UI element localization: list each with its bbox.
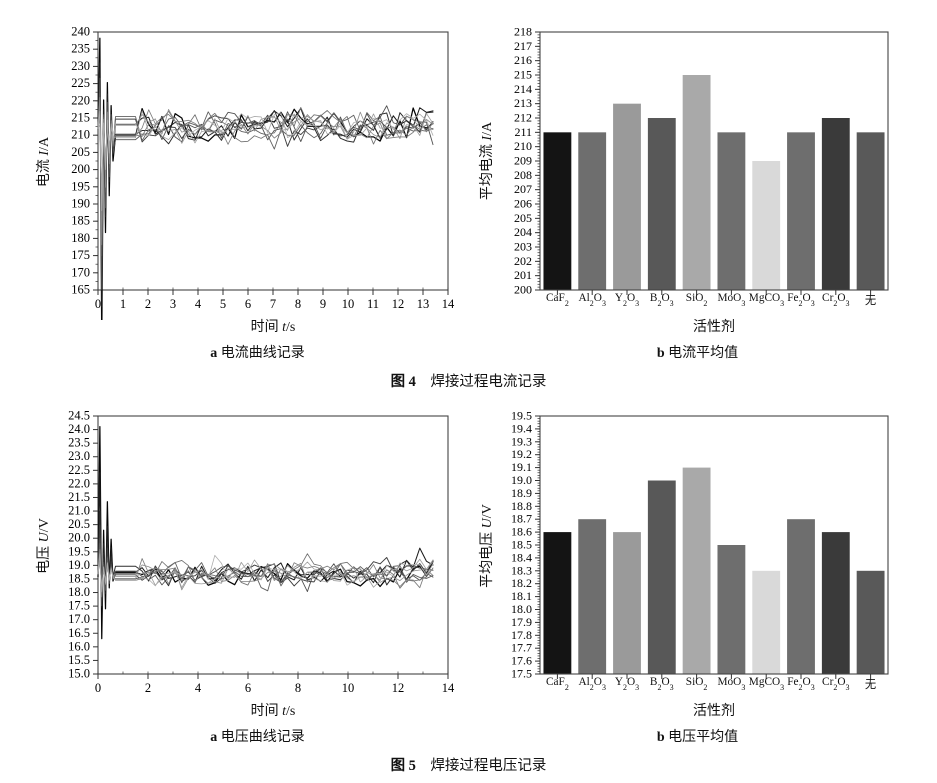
svg-text:205: 205	[514, 211, 532, 225]
svg-text:12: 12	[392, 297, 405, 311]
svg-text:7: 7	[270, 297, 276, 311]
svg-text:200: 200	[71, 162, 90, 176]
svg-text:206: 206	[514, 197, 532, 211]
svg-text:0: 0	[95, 297, 101, 311]
svg-text:19.5: 19.5	[511, 409, 532, 423]
svg-text:209: 209	[514, 154, 532, 168]
svg-text:10: 10	[342, 297, 355, 311]
svg-text:18.2: 18.2	[511, 576, 532, 590]
svg-text:205: 205	[71, 145, 90, 159]
svg-text:21.0: 21.0	[68, 504, 90, 518]
svg-text:8: 8	[295, 297, 301, 311]
svg-text:8: 8	[295, 681, 301, 695]
svg-text:17.7: 17.7	[511, 641, 532, 655]
svg-text:195: 195	[71, 179, 90, 193]
svg-text:19.1: 19.1	[511, 460, 532, 474]
svg-text:20.0: 20.0	[68, 531, 90, 545]
svg-text:24.5: 24.5	[68, 409, 90, 423]
svg-text:22.0: 22.0	[68, 476, 90, 490]
svg-text:21.5: 21.5	[68, 490, 90, 504]
svg-text:18.8: 18.8	[511, 499, 532, 513]
svg-text:200: 200	[514, 283, 532, 297]
svg-text:19.4: 19.4	[511, 421, 532, 435]
svg-text:9: 9	[320, 297, 326, 311]
svg-text:220: 220	[71, 93, 90, 107]
svg-text:6: 6	[245, 297, 251, 311]
svg-text:16.0: 16.0	[68, 639, 90, 653]
svg-text:4: 4	[195, 297, 202, 311]
svg-text:5: 5	[220, 297, 226, 311]
svg-text:1: 1	[120, 297, 126, 311]
svg-text:19.2: 19.2	[511, 447, 532, 461]
svg-text:2: 2	[145, 297, 151, 311]
svg-text:18.5: 18.5	[511, 538, 532, 552]
svg-text:6: 6	[245, 681, 251, 695]
svg-text:17.5: 17.5	[68, 599, 90, 613]
svg-text:18.5: 18.5	[68, 571, 90, 585]
svg-text:14: 14	[442, 297, 455, 311]
svg-text:216: 216	[514, 53, 532, 67]
svg-text:214: 214	[514, 82, 532, 96]
svg-text:17.0: 17.0	[68, 612, 90, 626]
svg-text:18.6: 18.6	[511, 525, 532, 539]
svg-text:12: 12	[392, 681, 405, 695]
svg-text:19.3: 19.3	[511, 434, 532, 448]
svg-text:20.5: 20.5	[68, 517, 90, 531]
svg-text:201: 201	[514, 268, 532, 282]
svg-text:16.5: 16.5	[68, 626, 90, 640]
svg-text:19.5: 19.5	[68, 544, 90, 558]
svg-text:10: 10	[342, 681, 355, 695]
svg-text:215: 215	[71, 111, 90, 125]
svg-text:4: 4	[195, 681, 202, 695]
svg-text:210: 210	[514, 139, 532, 153]
svg-text:17.6: 17.6	[511, 654, 532, 668]
svg-text:202: 202	[514, 254, 532, 268]
svg-text:23.5: 23.5	[68, 436, 90, 450]
svg-text:19.0: 19.0	[511, 473, 532, 487]
svg-text:212: 212	[514, 111, 532, 125]
svg-text:3: 3	[170, 297, 176, 311]
svg-text:208: 208	[514, 168, 532, 182]
svg-text:211: 211	[514, 125, 532, 139]
svg-text:18.0: 18.0	[511, 602, 532, 616]
svg-text:18.7: 18.7	[511, 512, 532, 526]
svg-text:175: 175	[71, 248, 90, 262]
svg-text:17.5: 17.5	[511, 667, 532, 681]
svg-text:18.9: 18.9	[511, 486, 532, 500]
svg-text:230: 230	[71, 59, 90, 73]
svg-text:17.8: 17.8	[511, 628, 532, 642]
svg-text:22.5: 22.5	[68, 463, 90, 477]
svg-text:18.0: 18.0	[68, 585, 90, 599]
svg-text:18.1: 18.1	[511, 589, 532, 603]
svg-text:240: 240	[71, 25, 90, 39]
svg-text:204: 204	[514, 225, 532, 239]
svg-text:2: 2	[145, 681, 151, 695]
svg-text:19.0: 19.0	[68, 558, 90, 572]
svg-text:15.0: 15.0	[68, 667, 90, 681]
svg-text:190: 190	[71, 197, 90, 211]
svg-text:235: 235	[71, 42, 90, 56]
svg-text:210: 210	[71, 128, 90, 142]
svg-text:170: 170	[71, 265, 90, 279]
svg-text:18.3: 18.3	[511, 563, 532, 577]
svg-text:14: 14	[442, 681, 455, 695]
svg-text:213: 213	[514, 96, 532, 110]
svg-text:217: 217	[514, 39, 532, 53]
svg-text:215: 215	[514, 68, 532, 82]
svg-text:165: 165	[71, 283, 90, 297]
svg-text:13: 13	[417, 297, 430, 311]
svg-text:225: 225	[71, 76, 90, 90]
svg-text:207: 207	[514, 182, 532, 196]
svg-text:17.9: 17.9	[511, 615, 532, 629]
svg-text:0: 0	[95, 681, 101, 695]
svg-text:203: 203	[514, 240, 532, 254]
svg-text:218: 218	[514, 25, 532, 39]
svg-text:18.4: 18.4	[511, 550, 532, 564]
svg-text:185: 185	[71, 214, 90, 228]
svg-text:23.0: 23.0	[68, 449, 90, 463]
svg-text:24.0: 24.0	[68, 422, 90, 436]
svg-text:180: 180	[71, 231, 90, 245]
svg-text:15.5: 15.5	[68, 653, 90, 667]
svg-text:11: 11	[367, 297, 379, 311]
